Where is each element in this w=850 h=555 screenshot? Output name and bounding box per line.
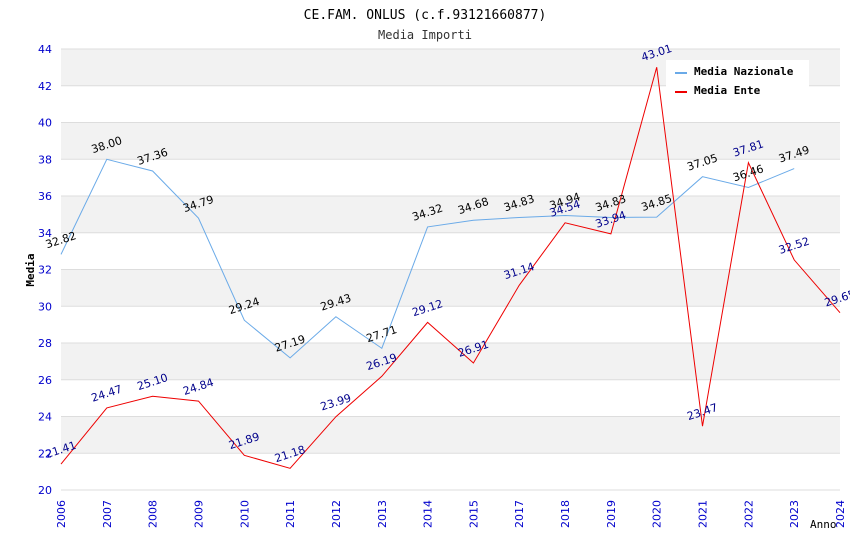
y-tick-label: 40: [38, 117, 52, 130]
chart-title: CE.FAM. ONLUS (c.f.93121660877): [304, 8, 547, 23]
x-tick-label: 2009: [192, 500, 205, 528]
y-tick-label: 22: [38, 447, 52, 460]
y-tick-label: 20: [38, 484, 52, 497]
y-tick-label: 28: [38, 337, 52, 350]
series-line-media-nazionale: [60, 158, 795, 359]
plot-bands: [61, 49, 840, 454]
plot-band: [61, 343, 840, 380]
x-axis-label: Anno: [810, 518, 837, 531]
y-tick-label: 36: [38, 190, 52, 203]
y-tick-label: 26: [38, 374, 52, 387]
series-line-media-ente: [60, 67, 841, 469]
series-lines: [60, 67, 841, 469]
plot-band: [61, 122, 840, 160]
x-tick-label: 2012: [330, 500, 343, 528]
y-axis-label: Media: [24, 253, 37, 286]
x-tick-label: 2018: [559, 500, 572, 528]
x-tick-label: 2011: [284, 500, 297, 528]
x-tick-label: 2015: [467, 500, 480, 528]
y-axis-ticks: 20 22 24 26 28 30 32 34 36 38 40 42 44: [38, 43, 52, 497]
x-tick-label: 2008: [147, 500, 160, 528]
y-tick-label: 24: [38, 411, 52, 424]
gridlines: [61, 48, 840, 491]
x-axis-ticks: 2006 2007 2008 2009 2010 2011 2012 2013 2014 2015…: [55, 500, 847, 528]
x-tick-label: 2019: [605, 500, 618, 528]
plot-band: [61, 416, 840, 454]
x-tick-label: 2010: [238, 500, 251, 528]
plot-band: [61, 269, 840, 307]
x-tick-label: 2013: [376, 500, 389, 528]
x-tick-label: 2017: [513, 500, 526, 528]
x-tick-label: 2021: [697, 500, 710, 528]
legend: Media Nazionale Media Ente: [666, 60, 809, 105]
x-tick-label: 2024: [834, 500, 847, 528]
y-tick-label: 38: [38, 153, 52, 166]
y-tick-label: 30: [38, 300, 52, 313]
x-tick-label: 2022: [742, 500, 755, 528]
y-tick-label: 44: [38, 43, 52, 56]
legend-box: [666, 60, 809, 105]
x-tick-label: 2020: [651, 500, 664, 528]
y-tick-label: 34: [38, 227, 52, 240]
chart-subtitle: Media Importi: [378, 28, 472, 42]
x-tick-label: 2023: [788, 500, 801, 528]
y-tick-label: 42: [38, 80, 52, 93]
x-tick-label: 2007: [101, 500, 114, 528]
legend-label-nazionale: Media Nazionale: [694, 65, 794, 78]
plot-band: [61, 196, 840, 233]
x-tick-label: 2006: [55, 500, 68, 528]
y-tick-label: 32: [38, 264, 52, 277]
x-tick-label: 2014: [422, 500, 435, 528]
legend-label-ente: Media Ente: [694, 84, 761, 97]
